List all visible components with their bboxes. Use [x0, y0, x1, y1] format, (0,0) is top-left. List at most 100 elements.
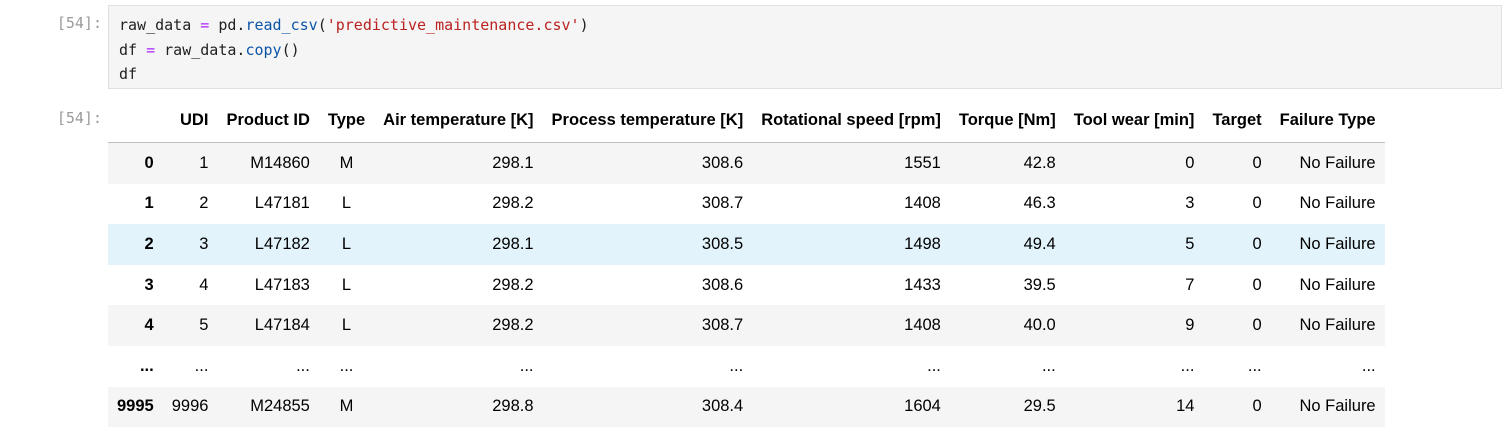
table-cell: 298.1: [492, 234, 534, 253]
table-cell: 308.6: [701, 275, 744, 294]
table-cell: M: [339, 397, 354, 416]
code-line-1: raw_data = pd.read_csv('predictive_maint…: [119, 16, 589, 34]
dataframe-table: UDI Product ID Type Air temperature [K] Proc…: [108, 97, 1385, 428]
table-cell: 1604: [904, 397, 941, 416]
table-cell: 7: [1185, 275, 1195, 294]
table-cell: ...: [519, 356, 534, 375]
table-cell: 308.7: [701, 316, 744, 335]
table-cell: 46.3: [1023, 194, 1056, 213]
table-cell: No Failure: [1299, 397, 1376, 416]
table-cell: L47181: [254, 194, 310, 213]
table-cell: No Failure: [1299, 153, 1376, 172]
row-index: ...: [139, 356, 154, 375]
table-cell: 0: [1185, 153, 1195, 172]
table-cell: ...: [339, 356, 354, 375]
table-cell: 1433: [904, 275, 941, 294]
table-cell: 5: [199, 316, 209, 335]
table-cell: ...: [1247, 356, 1262, 375]
table-cell: L: [341, 234, 352, 253]
column-header: Process temperature [K]: [542, 97, 753, 143]
table-cell: 49.4: [1023, 234, 1056, 253]
table-cell: 298.1: [492, 153, 534, 172]
table-row: .................................: [108, 345, 1385, 387]
table-cell: 0: [1252, 194, 1262, 213]
table-cell: No Failure: [1299, 194, 1376, 213]
table-cell: M24855: [250, 397, 310, 416]
table-cell: L: [341, 194, 352, 213]
table-cell: 5: [1185, 234, 1195, 253]
table-cell: ...: [296, 356, 310, 375]
table-cell: 0: [1252, 316, 1262, 335]
cell-output: UDI Product ID Type Air temperature [K] Proc…: [108, 97, 1502, 437]
table-cell: 4: [199, 275, 209, 294]
table-cell: 298.2: [492, 275, 534, 294]
table-cell: No Failure: [1299, 316, 1376, 335]
column-header: Target: [1203, 97, 1271, 143]
table-cell: ...: [927, 356, 941, 375]
column-header: Tool wear [min]: [1064, 97, 1204, 143]
table-row: 9995 9996 M24855 M 298.8 308.4 1604 29.5 14 0 No F…: [108, 386, 1385, 428]
table-cell: 1498: [904, 234, 941, 253]
table-row: 4 5 L47184 L 298.2 308.7 1408 40.0 9 0 No Failure: [108, 305, 1385, 346]
table-cell: ...: [1180, 356, 1195, 375]
table-row: 2 3 L47182 L 298.1 308.5 1498 49.4 5 0 No Failure: [108, 224, 1385, 265]
table-cell: L: [341, 316, 352, 335]
table-cell: 14: [1176, 397, 1195, 416]
table-cell: L47182: [254, 234, 310, 253]
table-cell: ...: [729, 356, 744, 375]
row-index: 4: [144, 316, 154, 335]
table-cell: 0: [1252, 234, 1262, 253]
table-cell: 308.5: [701, 234, 744, 253]
table-cell: M14860: [250, 153, 310, 172]
header-row: UDI Product ID Type Air temperature [K] Proc…: [108, 97, 1385, 143]
table-body: 0 1 M14860 M 298.1 308.6 1551 42.8 0 0 No Failure 1…: [108, 142, 1385, 428]
table-cell: 0: [1252, 397, 1262, 416]
table-cell: ...: [1361, 356, 1376, 375]
table-cell: 298.2: [492, 316, 534, 335]
table-cell: 0: [1252, 275, 1262, 294]
code-line-3: df: [119, 65, 138, 83]
row-index: 3: [144, 275, 154, 294]
row-index: 9995: [117, 397, 154, 416]
output-prompt: [54]:: [56, 109, 102, 127]
table-cell: 1408: [904, 316, 941, 335]
column-header: UDI: [162, 97, 218, 143]
input-prompt: [54]:: [56, 14, 102, 32]
table-cell: M: [339, 153, 354, 172]
table-cell: 1: [199, 153, 209, 172]
table-cell: 298.2: [492, 194, 534, 213]
table-cell: No Failure: [1299, 275, 1376, 294]
column-header: Type: [318, 97, 375, 143]
index-header: [108, 97, 163, 143]
table-cell: 308.6: [701, 153, 744, 172]
table-cell: ...: [1041, 356, 1056, 375]
table-cell: 0: [1252, 153, 1262, 172]
table-row: 1 2 L47181 L 298.2 308.7 1408 46.3 3 0 No Failure: [108, 183, 1385, 225]
code-editor[interactable]: raw_data = pd.read_csv('predictive_maint…: [108, 5, 1502, 89]
table-cell: 298.8: [492, 397, 534, 416]
table-cell: L47184: [254, 316, 310, 335]
table-cell: 2: [199, 194, 209, 213]
table-cell: 9996: [171, 397, 209, 416]
table-row: 0 1 M14860 M 298.1 308.6 1551 42.8 0 0 No Failure: [108, 142, 1385, 184]
row-index: 0: [144, 153, 154, 172]
table-cell: L: [341, 275, 352, 294]
table-cell: 308.7: [701, 194, 744, 213]
table-header: UDI Product ID Type Air temperature [K] Proc…: [108, 97, 1385, 143]
table-row: 3 4 L47183 L 298.2 308.6 1433 39.5 7 0 No Failure: [108, 264, 1385, 306]
table-cell: 9: [1185, 316, 1195, 335]
table-cell: 40.0: [1023, 316, 1056, 335]
column-header: Torque [Nm]: [949, 97, 1065, 143]
table-cell: 1551: [904, 153, 941, 172]
table-cell: 1408: [904, 194, 941, 213]
column-header: Failure Type: [1270, 97, 1385, 143]
table-cell: 308.4: [701, 397, 744, 416]
code-line-2: df = raw_data.copy(): [119, 40, 300, 59]
table-cell: 39.5: [1023, 275, 1056, 294]
table-cell: No Failure: [1299, 234, 1376, 253]
row-index: 1: [144, 194, 154, 213]
column-header: Rotational speed [rpm]: [752, 97, 950, 143]
row-index: 2: [144, 234, 154, 253]
table-cell: ...: [194, 356, 209, 375]
table-cell: L47183: [254, 275, 310, 294]
